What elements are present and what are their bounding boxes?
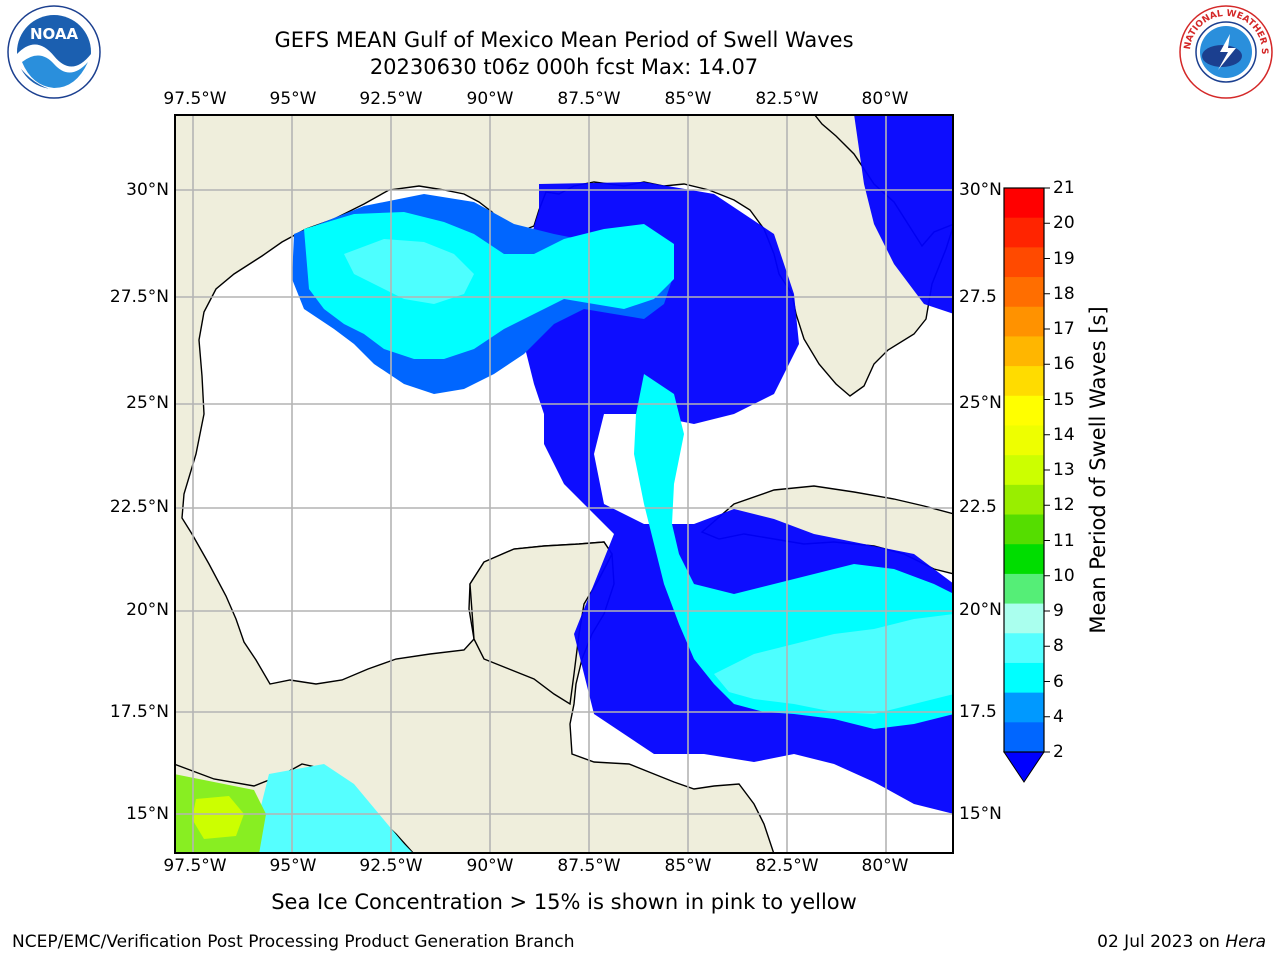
colorbar-segment [1004,662,1044,694]
swell-region-2-4s-east [854,114,954,314]
colorbar-tick-label: 2 [1053,742,1064,762]
lon-label-top: 87.5°W [557,89,621,109]
lon-label-top: 97.5°W [163,89,227,109]
lon-label-bottom: 85°W [664,856,712,876]
colorbar-tick-label: 17 [1053,319,1075,339]
lon-label-bottom: 82.5°W [755,856,819,876]
colorbar-tick-label: 4 [1053,706,1064,727]
nws-logo: NATIONAL WEATHER SERVICE [1178,4,1273,99]
colorbar-segment [1004,247,1044,278]
footer-host: Hera [1225,932,1266,952]
colorbar-tick-label: 12 [1053,495,1075,516]
lat-label-right: 15°N [959,804,1002,824]
colorbar-segment [1004,425,1044,456]
lat-label-left: 22.5°N [109,497,169,517]
gulf-of-mexico-map [174,114,954,854]
lon-label-top: 92.5°W [359,89,423,109]
footer-date-text: 02 Jul 2023 on [1097,932,1226,952]
colorbar-segment [1004,366,1044,397]
lat-label-left: 20°N [126,600,169,620]
colorbar-segment [1004,217,1044,248]
map-frame [174,114,954,854]
lat-label-right: 30°N [959,180,1002,200]
colorbar-tick-label: 6 [1053,671,1064,692]
lat-label-left: 15°N [126,804,169,824]
swell-region-8-9s [344,239,474,304]
colorbar-segment [1004,722,1044,753]
colorbar-segment [1004,395,1044,426]
colorbar-label: Mean Period of Swell Waves [s] [1086,306,1110,634]
colorbar-tick-label: 13 [1053,460,1075,480]
swell-region-8-9s-caribbean [714,614,954,714]
lat-label-right: 22.5 [959,497,997,517]
lat-label-right: 27.5 [959,287,997,307]
lon-label-bottom: 87.5°W [557,856,621,876]
colorbar-segment [1004,603,1044,634]
colorbar-tick-label: 16 [1053,354,1075,375]
map-gridlines [174,114,954,854]
footer-date: 02 Jul 2023 on Hera [1097,932,1266,952]
footer-credit: NCEP/EMC/Verification Post Processing Pr… [12,932,575,952]
lon-label-bottom: 90°W [466,856,514,876]
sea-ice-note: Sea Ice Concentration > 15% is shown in … [271,890,857,914]
colorbar-tick-label: 8 [1053,636,1064,657]
colorbar-tick-label: 18 [1053,283,1075,304]
lon-label-bottom: 97.5°W [163,856,227,876]
colorbar-segment [1004,692,1044,723]
lon-label-top: 80°W [861,89,909,109]
lon-label-bottom: 95°W [269,856,317,876]
colorbar-tick-label: 19 [1053,248,1075,269]
colorbar-tick-label: 15 [1053,389,1075,410]
swell-region-8-9s-pacific [254,764,414,854]
colorbar-segment [1004,336,1044,367]
lat-label-left: 25°N [126,393,169,413]
svg-text:NOAA: NOAA [30,25,79,43]
swell-region-14s-pacific [192,796,244,839]
colorbar-segment [1004,455,1044,486]
colorbar [1003,187,1050,783]
colorbar-tick-label: 10 [1053,565,1075,586]
colorbar-segment [1004,188,1044,219]
colorbar-extend-triangle [1003,751,1045,783]
colorbar-tick-label: 14 [1053,424,1075,445]
noaa-logo: NOAA [7,5,101,99]
lon-label-top: 85°W [664,89,712,109]
colorbar-segment [1004,573,1044,605]
lon-label-bottom: 92.5°W [359,856,423,876]
lat-label-right: 17.5 [959,702,997,722]
colorbar-segment [1004,306,1044,337]
map-title: GEFS MEAN Gulf of Mexico Mean Period of … [274,28,854,52]
lon-label-top: 82.5°W [755,89,819,109]
lon-label-top: 90°W [466,89,514,109]
colorbar-tick-label: 11 [1053,530,1075,551]
colorbar-segment [1004,514,1044,545]
lat-label-left: 30°N [126,180,169,200]
lon-label-bottom: 80°W [861,856,909,876]
colorbar-segment [1004,544,1044,575]
colorbar-tick-label: 9 [1053,601,1064,621]
colorbar-tick-label: 20 [1053,213,1075,234]
lat-label-left: 27.5°N [109,287,169,307]
colorbar-segment [1004,277,1044,308]
lat-label-left: 17.5°N [109,702,169,722]
colorbar-segment [1004,484,1044,516]
colorbar-tick-label: 21 [1053,178,1075,198]
lat-label-right: 20°N [959,600,1002,620]
map-subtitle: 20230630 t06z 000h fcst Max: 14.07 [369,55,759,79]
lon-label-top: 95°W [269,89,317,109]
lat-label-right: 25°N [959,393,1002,413]
colorbar-segment [1004,633,1044,664]
